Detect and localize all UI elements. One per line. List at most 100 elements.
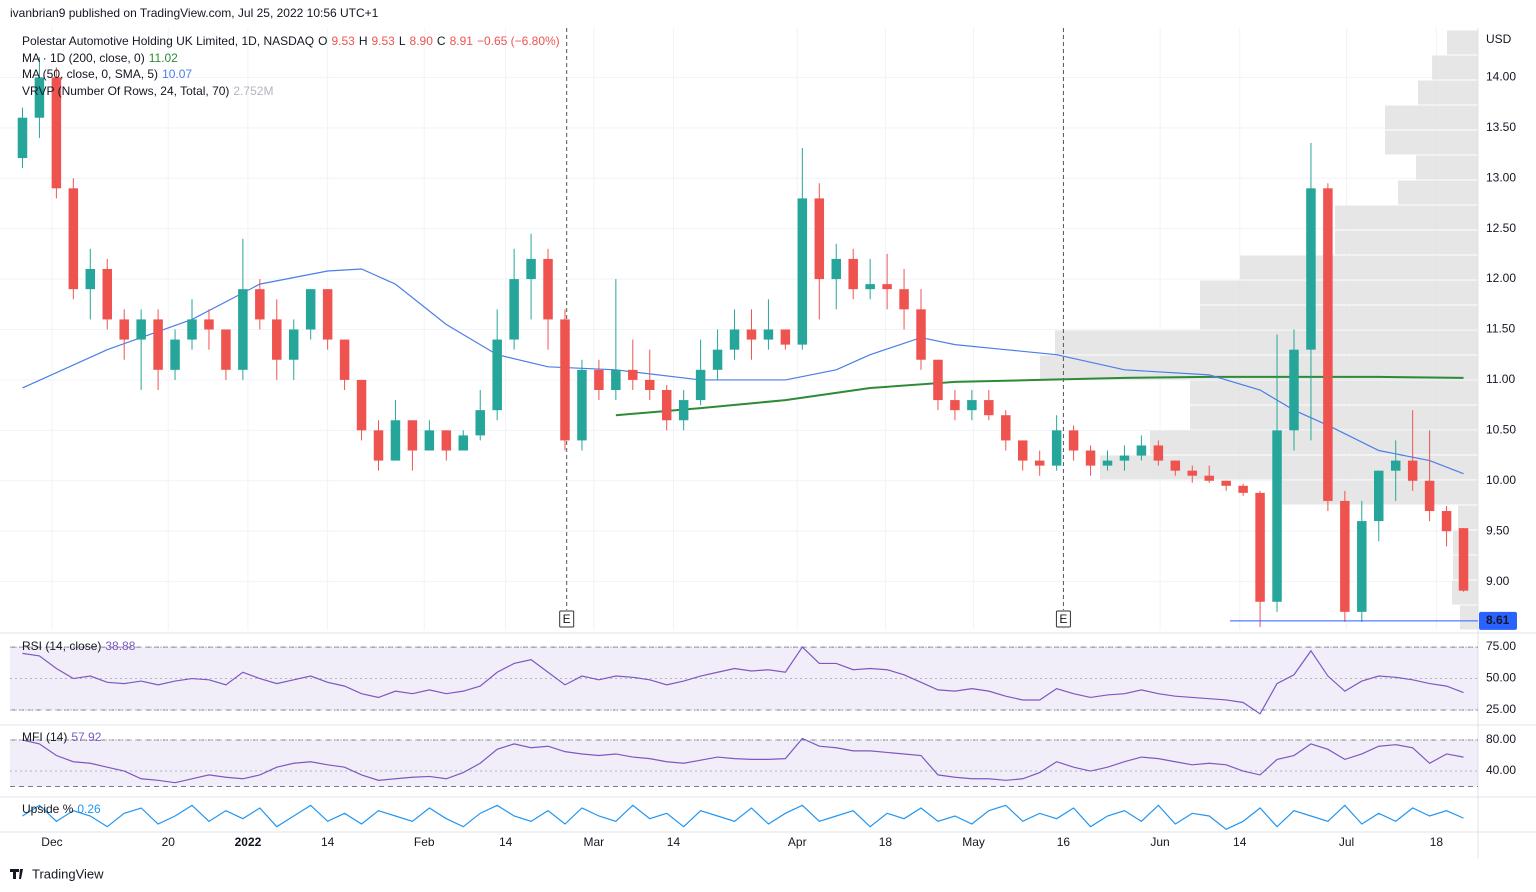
x-tick-label: Apr: [788, 835, 807, 849]
legend: Upside % 0.26: [22, 802, 101, 816]
candle-body: [255, 289, 265, 320]
event-label: E: [563, 612, 571, 626]
indicator-line: [22, 737, 1464, 784]
candle-body: [1374, 470, 1384, 522]
ma-name: MA (50, close, 0, SMA, 5): [22, 67, 158, 81]
legend: MFI (14) 57.92: [22, 730, 102, 744]
candle-body: [1407, 460, 1418, 481]
indicator-band: [10, 740, 1478, 787]
candle-body: [1441, 511, 1452, 532]
volume-profile-row: [1385, 105, 1478, 130]
x-tick-label: 14: [667, 835, 681, 849]
candle-body: [187, 319, 197, 340]
legend-legend_value: 38.88: [105, 639, 135, 653]
y-tick-label: 9.00: [1486, 574, 1510, 588]
candle-body: [221, 329, 231, 370]
y-tick-label: 25.00: [1486, 702, 1516, 716]
candle-body: [695, 369, 706, 401]
candle-body: [1170, 460, 1181, 471]
candle-body: [1051, 430, 1062, 466]
candle-body: [1221, 480, 1231, 486]
volume-profile-row: [1385, 130, 1478, 155]
quote: 9.53: [331, 34, 355, 48]
candle-body: [1306, 188, 1316, 350]
candle-body: [339, 339, 350, 380]
quote: C: [437, 34, 446, 48]
vp-name: VRVP (Number Of Rows, 24, Total, 70): [22, 84, 229, 98]
candle-body: [153, 319, 163, 370]
volume-profile-row: [1447, 30, 1478, 55]
candle-body: [458, 435, 469, 451]
candle-body: [1085, 450, 1096, 466]
y-tick-label: 11.00: [1486, 372, 1515, 386]
volume-profile-row: [1460, 605, 1478, 630]
y-tick-label: 13.50: [1486, 120, 1516, 134]
candle-body: [729, 329, 740, 350]
legend-legend_value: 57.92: [71, 730, 101, 744]
candle-body: [34, 77, 45, 118]
x-tick-label: 18: [879, 835, 893, 849]
candle-body: [967, 400, 977, 411]
candle-body: [560, 319, 570, 441]
candle-body: [916, 309, 926, 360]
event-label: E: [1059, 612, 1067, 626]
candle-body: [119, 319, 129, 340]
volume-profile-row: [1200, 305, 1478, 330]
x-tick-label: Jun: [1150, 835, 1169, 849]
candle-body: [865, 284, 875, 290]
y-tick-label: 10.00: [1486, 473, 1516, 487]
event-box: [559, 610, 575, 628]
candle-body: [356, 379, 367, 431]
candle-body: [1068, 430, 1079, 451]
candle-body: [509, 279, 519, 340]
candle-body: [882, 284, 892, 290]
x-tick-label: 14: [321, 835, 335, 849]
header: ivanbrian9 published on TradingView.com,…: [10, 6, 379, 20]
candle-body: [288, 329, 299, 360]
y-tick-label: 10.50: [1486, 423, 1516, 437]
currency-label: USD: [1486, 32, 1512, 46]
x-tick-label: 2022: [235, 835, 262, 849]
logo: TradingView: [10, 866, 104, 881]
y-tick-label: 12.50: [1486, 221, 1516, 235]
candle-body: [1136, 445, 1147, 456]
candle-body: [1357, 521, 1367, 612]
candle-body: [1102, 460, 1113, 466]
candle-body: [933, 359, 943, 401]
candle-body: [170, 339, 180, 370]
quote: L: [399, 34, 406, 48]
candle-body: [1289, 349, 1299, 431]
candle-body: [611, 369, 621, 390]
candle-body: [1272, 430, 1282, 602]
volume-profile-row: [1150, 430, 1478, 455]
legend: RSI (14, close) 38.88: [22, 639, 136, 653]
volume-profile-row: [1458, 505, 1478, 530]
candle-body: [526, 258, 536, 280]
legend-legend_value: 0.26: [77, 802, 101, 816]
volume-profile-row: [1432, 55, 1478, 80]
indicator-band: [10, 647, 1478, 711]
volume-profile-row: [1240, 255, 1478, 280]
candle-body: [390, 420, 401, 461]
indicator-line: [22, 646, 1464, 715]
candle-body: [763, 329, 774, 340]
candle-body: [1001, 415, 1011, 441]
candle-body: [1424, 480, 1435, 512]
candle-body: [1238, 485, 1248, 493]
quote: H: [359, 34, 368, 48]
candle-body: [594, 369, 604, 390]
candle-body: [577, 369, 587, 441]
candle-body: [661, 390, 672, 421]
candle-body: [1017, 440, 1028, 461]
quote: 9.53: [372, 34, 396, 48]
candle-body: [51, 77, 62, 189]
candle-body: [238, 289, 248, 370]
y-tick-label: 14.00: [1486, 70, 1516, 84]
volume-profile-row: [1418, 80, 1478, 105]
candle-body: [780, 329, 791, 345]
candle-body: [746, 329, 757, 340]
candle-body: [628, 369, 638, 380]
event-box: [1055, 610, 1071, 628]
x-tick-label: Dec: [41, 835, 62, 849]
candle-body: [1458, 528, 1469, 591]
